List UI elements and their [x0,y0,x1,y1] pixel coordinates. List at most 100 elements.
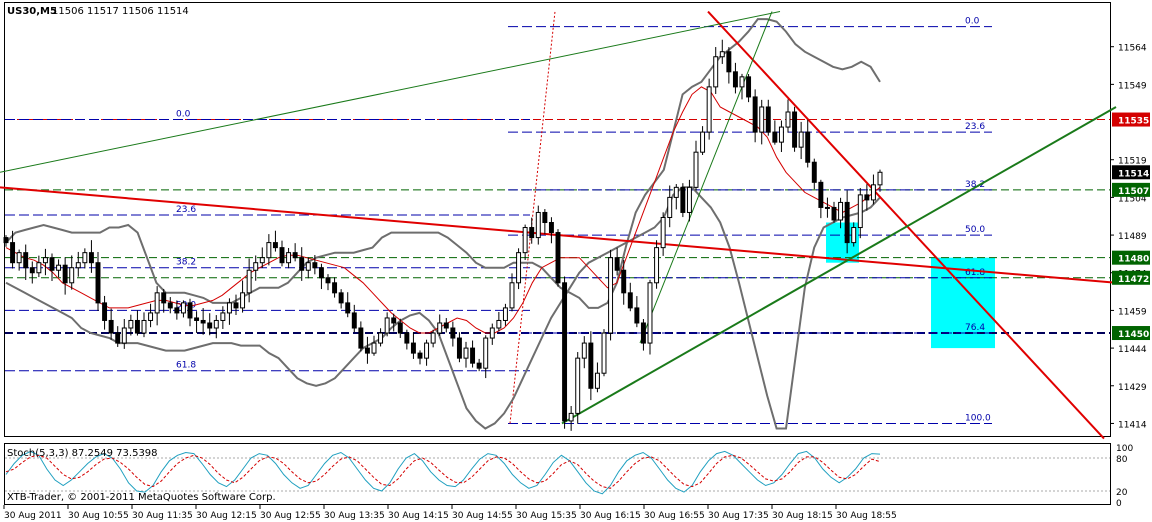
candle-body [594,372,600,389]
y-axis-label: 11414 [1118,420,1147,430]
fib-anchor-line [509,11,556,424]
watermark-text: XTB-Trader, © 2001-2011 MetaQuotes Softw… [7,492,276,503]
candle-body [161,292,167,304]
candle-body [739,76,745,88]
y-axis-label: 11519 [1118,157,1147,167]
candle-body [266,242,272,259]
candle-body [128,319,134,329]
candle-body [831,206,837,221]
candle-body [141,319,147,334]
price-tag [1112,165,1150,180]
candle-body [404,332,410,344]
candle-body [857,194,863,229]
candle-body [371,342,377,354]
moving-average [5,86,881,334]
candle-body [502,307,508,321]
price-tag [1112,112,1150,127]
price-tag [1112,182,1150,197]
candle-body [200,319,206,324]
candle-body [10,242,16,264]
candle-body [463,347,469,359]
candle-body [82,252,88,264]
candle-body [811,161,817,183]
candle-body [489,327,495,339]
candle-body [483,337,489,369]
candle-body [279,247,285,264]
x-axis-label: 30 Aug 16:55 [644,511,705,521]
candle-body [535,211,541,239]
candle-body [121,327,127,344]
candle-body [621,269,627,294]
candle-body [443,322,449,329]
candle-body [397,322,403,334]
x-axis-label: 30 Aug 16:15 [580,511,641,521]
candle-body [220,312,226,321]
candle-body [726,51,732,73]
candle-body [115,332,121,344]
price-tag-label: 11535 [1118,117,1149,127]
candle-body [746,76,752,98]
candle-body [516,252,522,284]
x-axis-label: 30 Aug 17:35 [708,511,769,521]
candle-body [75,262,81,269]
stoch-label: Stoch(5,3,3) 87.2549 73.5398 [7,448,158,459]
candle-body [575,357,581,414]
candle-body [476,362,482,369]
candle-body [805,131,811,163]
fibonacci-levels: 0.023.638.250.061.876.4100.00.023.638.25… [5,11,992,424]
candle-body [286,252,292,264]
candlesticks [3,39,883,431]
candle-body [562,282,568,422]
candle-body [187,302,193,319]
ma-line [5,86,881,334]
candle-body [430,332,436,344]
candle-body [167,302,173,309]
candle-body [601,332,607,374]
candle-body [305,262,311,271]
price-tag [1112,326,1150,341]
fib-label-left: 23.6 [176,205,196,215]
y-axis-label: 11489 [1118,232,1147,242]
candle-body [640,322,646,344]
candle-body [56,264,62,271]
candle-body [49,257,55,271]
y-axis-label: 11459 [1118,307,1147,317]
candle-body [299,257,305,271]
candle-body [437,322,443,334]
candle-body [713,56,719,88]
fib-label-right: 38.2 [965,180,985,190]
candle-body [647,282,653,344]
candle-body [627,292,633,309]
fib-label-right: 100.0 [965,413,991,423]
candle-body [673,186,679,198]
candle-body [108,319,114,334]
candle-body [292,252,298,259]
x-axis-label: 30 Aug 2011 [4,511,62,521]
candle-body [384,317,390,334]
main-pane-border [4,2,1111,437]
candle-body [410,342,416,354]
price-tag [1112,250,1150,265]
trendline [561,106,1117,425]
candle-body [654,247,660,284]
candle-body [470,347,476,364]
fib-label-right: 76.4 [965,323,985,333]
candle-body [246,269,252,294]
candle-body [509,282,515,309]
bollinger-upper [5,18,881,309]
header-ohlc: 11506 11517 11506 11514 [52,6,189,17]
candle-body [351,312,357,329]
y-axis-label: 11549 [1118,81,1147,91]
header-symbol: US30,M5 [7,6,57,17]
fib-label-left: 38.2 [176,258,196,268]
price-tag-label: 11480 [1118,255,1149,265]
candle-body [614,257,620,271]
candle-body [700,131,706,153]
candle-body [213,319,219,329]
price-tag-label: 11472 [1118,275,1149,285]
candle-body [69,267,75,284]
x-axis-label: 30 Aug 18:55 [836,511,897,521]
candle-body [88,252,94,264]
